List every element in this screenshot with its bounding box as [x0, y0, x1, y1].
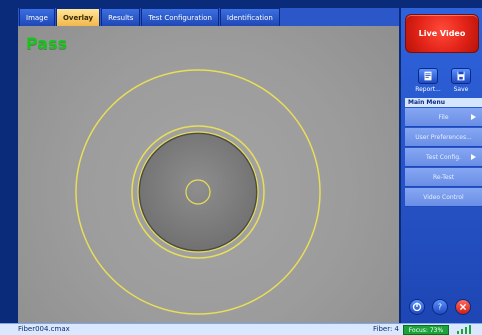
menu-item-file-label: File [438, 113, 449, 121]
report-button[interactable] [418, 68, 438, 84]
status-bar: Fiber004.cmax Fiber: 4 Focus: 73% [0, 323, 482, 335]
status-focus-indicator: Focus: 73% [403, 325, 449, 335]
cladding-ring [137, 131, 259, 253]
status-fiber-number: Fiber: 4 [373, 325, 400, 333]
menu-item-test-config[interactable]: Test Config. [405, 148, 482, 167]
help-button[interactable]: ? [432, 299, 448, 315]
tab-test-configuration[interactable]: Test Configuration [141, 8, 219, 26]
power-icon [412, 302, 422, 312]
cladding-disc [138, 132, 258, 252]
menu-item-user-preferences[interactable]: User Preferences... [405, 128, 482, 147]
save-label: Save [453, 86, 469, 93]
report-label: Report... [415, 86, 441, 93]
svg-text:?: ? [438, 303, 442, 312]
live-video-button[interactable]: Live Video [405, 14, 479, 53]
main-menu-title: Main Menu [405, 98, 482, 107]
menu-item-re-test[interactable]: Re-Test [405, 168, 482, 187]
fiber-image-viewer[interactable]: Pass [18, 26, 399, 323]
contact-zone-ring [131, 125, 265, 259]
menu-item-user-preferences-label: User Preferences... [415, 133, 472, 141]
menu-item-video-control[interactable]: Video Control [405, 188, 482, 207]
tab-bar: Image Overlay Results Test Configuration… [18, 8, 280, 26]
exit-button[interactable] [455, 299, 471, 315]
signal-icon [457, 325, 471, 334]
tab-identification[interactable]: Identification [219, 8, 280, 26]
save-button[interactable] [451, 68, 471, 84]
tab-image[interactable]: Image [19, 8, 55, 26]
main-area: Image Overlay Results Test Configuration… [18, 8, 399, 323]
fiber-overlay [75, 69, 321, 315]
submenu-arrow-icon [471, 154, 476, 160]
core-ring [185, 179, 211, 205]
status-file-name: Fiber004.cmax [18, 325, 70, 333]
outer-zone-ring [75, 69, 321, 315]
menu-item-test-config-label: Test Config. [426, 153, 461, 161]
question-icon: ? [438, 303, 442, 312]
result-pass-label: Pass [26, 34, 68, 53]
menu-item-file[interactable]: File [405, 108, 482, 127]
right-panel: Live Video Report... Save Main Menu File [401, 8, 482, 323]
exit-icon [459, 303, 467, 311]
save-icon [457, 71, 465, 81]
power-button[interactable] [409, 299, 425, 315]
tab-results[interactable]: Results [101, 8, 141, 26]
menu-item-video-control-label: Video Control [423, 193, 464, 201]
report-icon [424, 71, 432, 81]
tab-overlay[interactable]: Overlay [55, 8, 101, 26]
menu-item-re-test-label: Re-Test [432, 173, 455, 181]
submenu-arrow-icon [471, 114, 476, 120]
